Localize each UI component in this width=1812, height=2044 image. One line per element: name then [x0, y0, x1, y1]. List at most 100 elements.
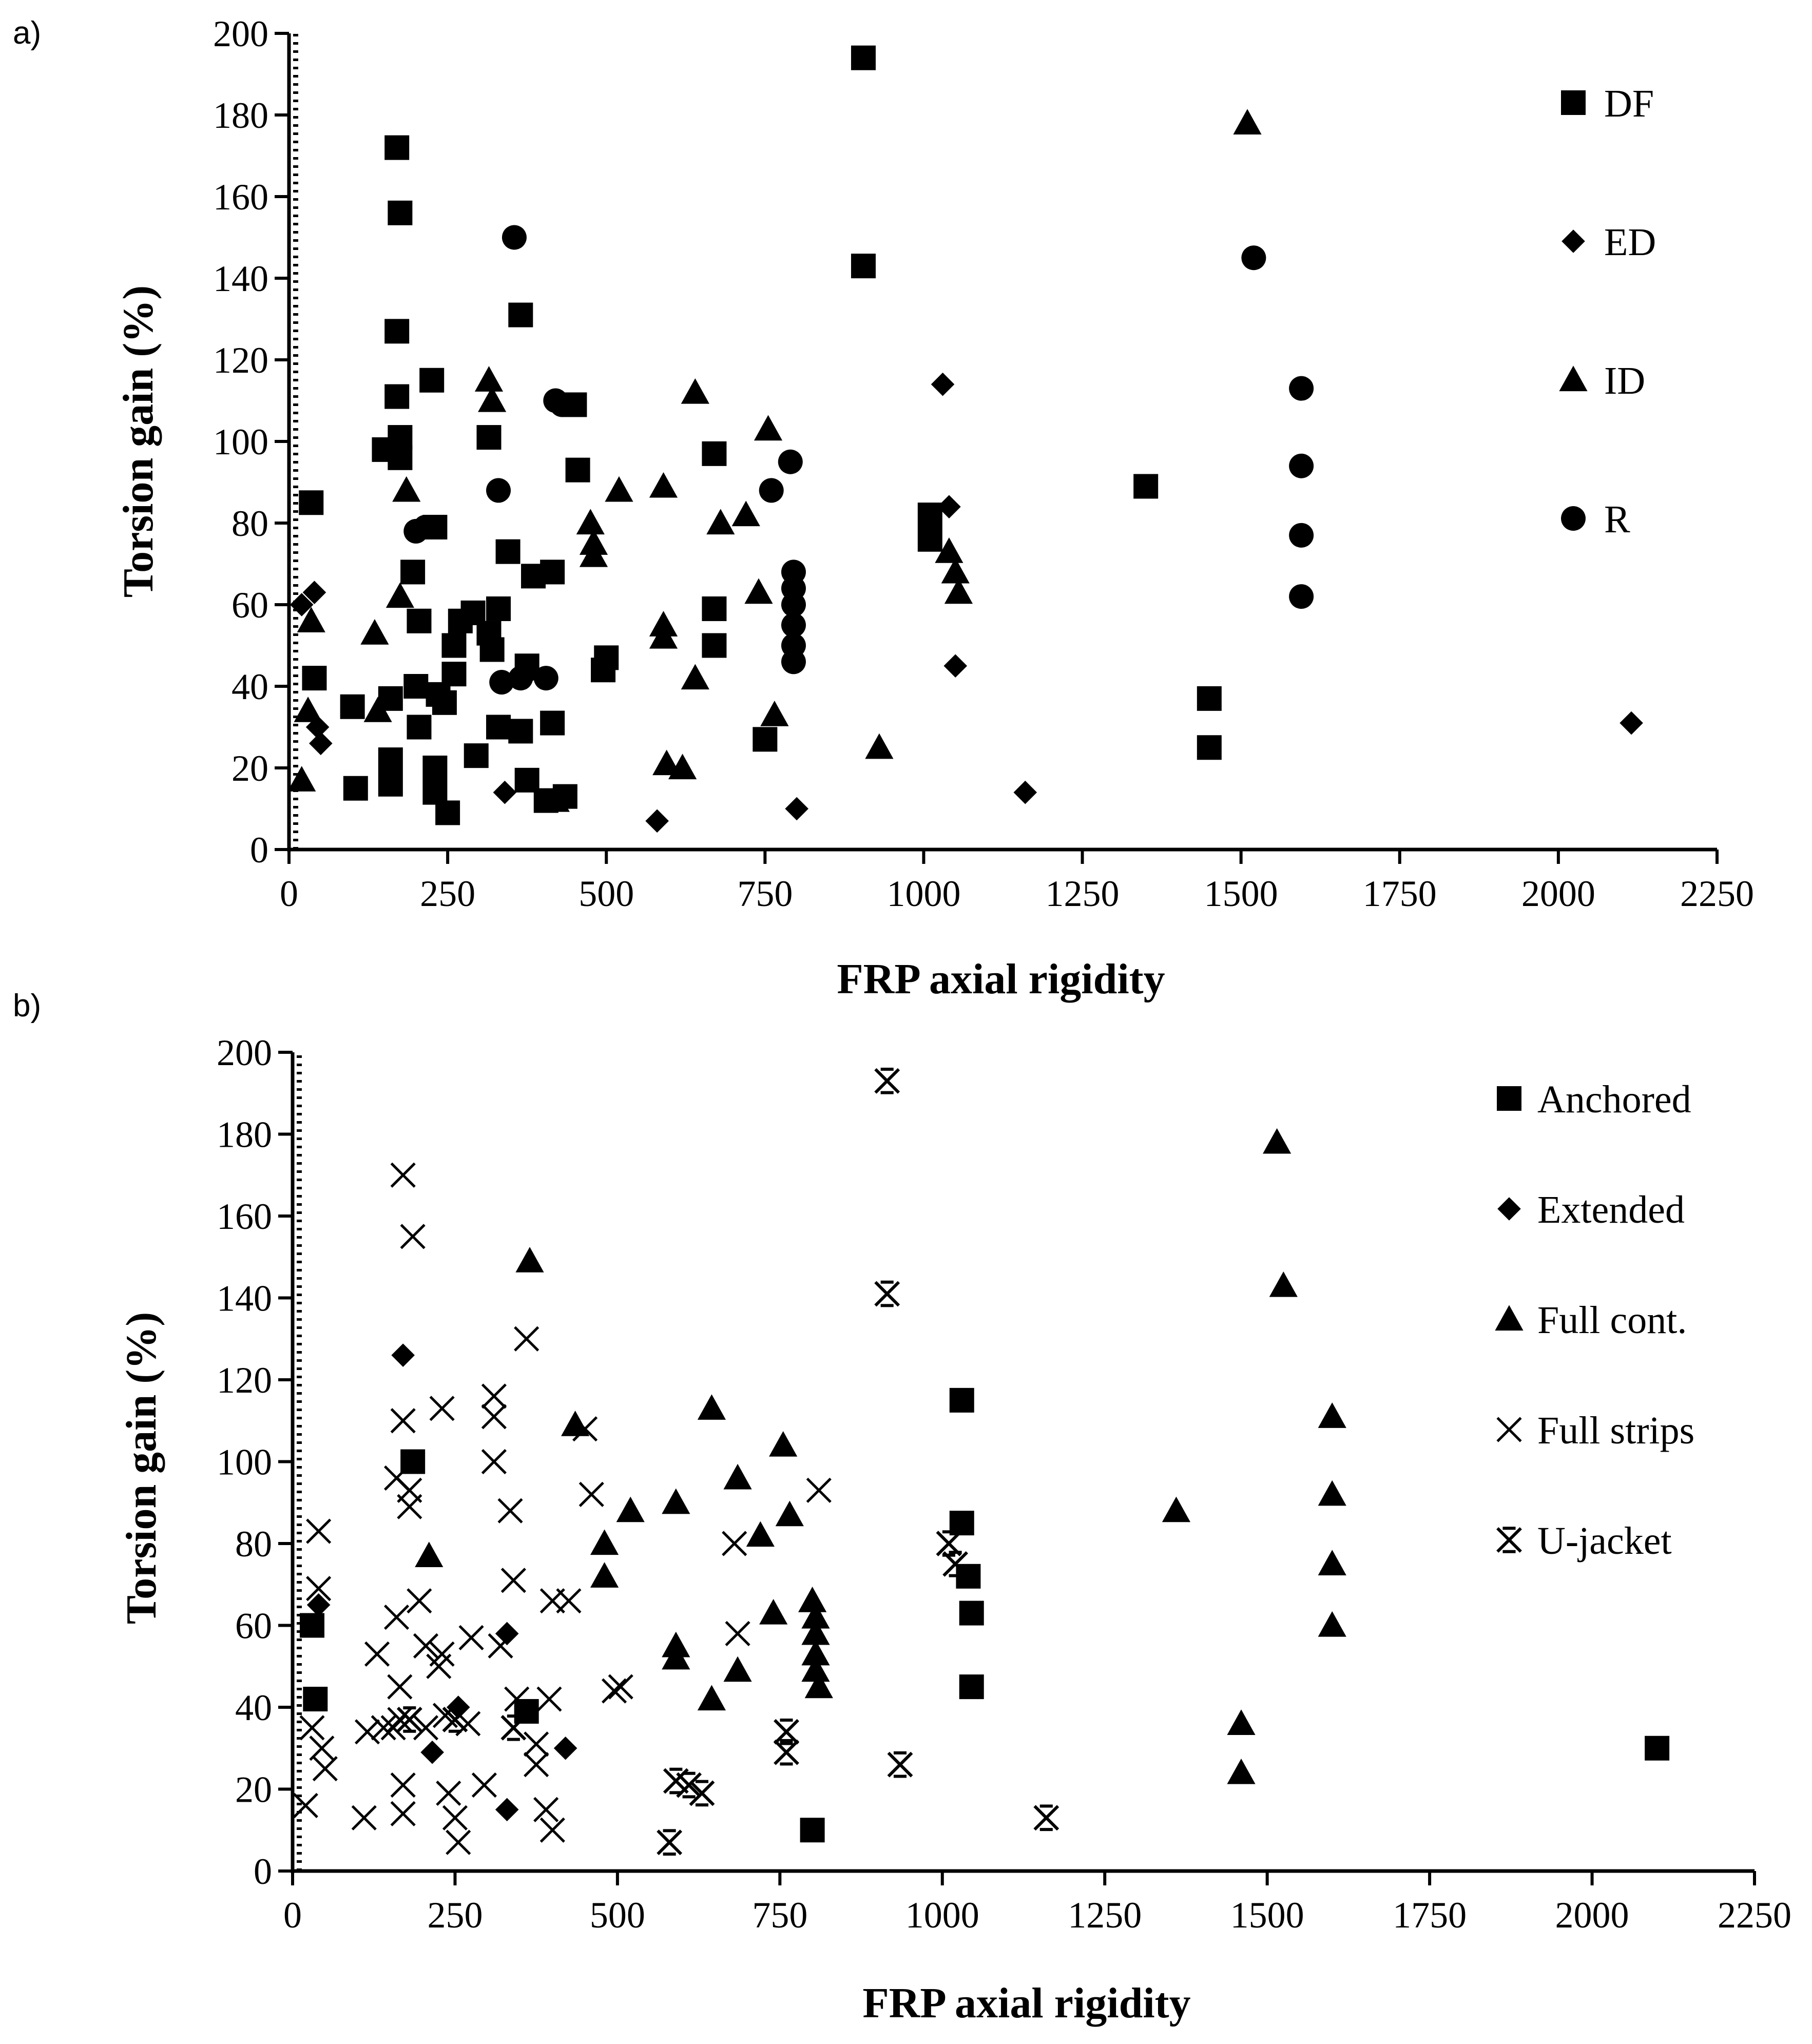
legend-marker-extended — [1497, 1197, 1521, 1221]
x-tick-label: 2250 — [1718, 1895, 1791, 1936]
point-id — [754, 415, 783, 441]
x-tick-label: 0 — [280, 873, 298, 914]
point-u-jacket — [774, 1739, 799, 1766]
point-full-cont — [1318, 1550, 1346, 1575]
point-df — [851, 254, 876, 279]
point-full-cont — [801, 1619, 830, 1645]
point-full-cont — [590, 1529, 619, 1555]
point-full-strips — [413, 1633, 439, 1659]
point-full-strips — [481, 1383, 507, 1409]
point-ed — [931, 372, 955, 396]
point-full-strips — [500, 1568, 526, 1593]
point-full-cont — [1269, 1271, 1298, 1297]
point-df — [540, 560, 565, 585]
point-u-jacket — [500, 1714, 527, 1741]
point-df — [388, 445, 413, 470]
y-tick-label: 160 — [213, 177, 268, 218]
y-tick-label: 180 — [217, 1114, 272, 1155]
panel-a-label: a) — [13, 15, 41, 51]
panel-a-ticks: 0 250 500 750 1000 1250 1500 1750 2000 2250 0 20 40 6… — [213, 13, 1754, 914]
panel-b-x-axis-label: FRP axial rigidity — [862, 1979, 1190, 2027]
point-full-strips — [497, 1498, 523, 1524]
x-tick-label: 750 — [737, 873, 793, 914]
point-full-strips — [436, 1780, 461, 1806]
x-tick-label: 1500 — [1204, 873, 1278, 914]
point-u-jacket — [936, 1530, 962, 1557]
point-full-strips — [504, 1686, 530, 1712]
point-full-cont — [662, 1644, 690, 1670]
point-full-strips — [471, 1772, 497, 1798]
point-df — [486, 596, 511, 621]
panel-a-y-axis-label: Torsion gain (%) — [114, 285, 162, 597]
point-full-strips — [387, 1674, 413, 1700]
point-full-strips — [306, 1518, 332, 1544]
point-r — [1241, 245, 1266, 271]
x-tick-label: 500 — [579, 873, 634, 914]
x-tick-label: 1000 — [905, 1895, 979, 1936]
panel-b-axes — [291, 1052, 1755, 1873]
point-ed — [1620, 711, 1643, 735]
point-full-cont — [1263, 1128, 1291, 1154]
point-full-strips — [608, 1674, 633, 1700]
point-extended — [553, 1736, 577, 1760]
point-full-strips — [514, 1326, 539, 1352]
point-full-strips — [309, 1736, 335, 1761]
point-df — [441, 662, 467, 687]
point-u-jacket — [774, 1719, 799, 1745]
point-r — [781, 649, 806, 674]
point-full-cont — [1318, 1611, 1346, 1637]
point-u-jacket — [689, 1780, 715, 1807]
point-full-cont — [1162, 1496, 1191, 1522]
point-u-jacket — [442, 1706, 468, 1733]
point-u-jacket — [657, 1829, 683, 1856]
legend-label-r: R — [1604, 498, 1630, 541]
legend-marker-full-cont — [1495, 1305, 1524, 1331]
x-tick-label: 1250 — [1068, 1895, 1142, 1936]
x-tick-label: 1500 — [1230, 1895, 1304, 1936]
point-full-cont — [769, 1431, 798, 1457]
point-df — [702, 441, 727, 466]
point-full-strips — [293, 1792, 318, 1818]
point-df — [441, 633, 467, 658]
point-ed — [645, 809, 669, 833]
y-tick-label: 100 — [213, 421, 268, 462]
point-df — [403, 674, 429, 699]
point-id — [668, 754, 697, 780]
point-extended — [420, 1740, 444, 1764]
point-anchored — [1645, 1736, 1670, 1761]
point-anchored — [800, 1818, 825, 1843]
legend-label-full-strips: Full strips — [1537, 1409, 1694, 1452]
panel-b-label: b) — [13, 988, 41, 1024]
point-id — [649, 623, 678, 649]
point-full-cont — [590, 1562, 619, 1588]
point-full-strips — [533, 1797, 559, 1822]
panel-b-y-axis-label: Torsion gain (%) — [118, 1312, 165, 1624]
point-full-strips — [524, 1752, 549, 1778]
point-id — [605, 476, 633, 502]
point-id — [474, 366, 504, 392]
point-full-strips — [390, 1408, 416, 1434]
point-df — [299, 490, 324, 515]
point-full-cont — [1227, 1709, 1256, 1735]
point-r — [778, 449, 803, 474]
point-extended — [495, 1798, 519, 1822]
point-df — [400, 560, 426, 585]
point-df — [435, 800, 460, 825]
x-tick-label: 750 — [752, 1895, 807, 1936]
point-df — [384, 319, 410, 344]
y-tick-label: 60 — [232, 585, 268, 626]
panel-b-legend: Anchored Extended Full cont. Full strips U-j… — [1495, 1078, 1694, 1563]
legend-label-ed: ED — [1604, 221, 1656, 264]
legend-marker-r — [1561, 506, 1586, 531]
x-tick-label: 0 — [283, 1895, 302, 1936]
panel-a-legend: DF ED ID R — [1559, 82, 1656, 541]
x-tick-label: 1000 — [886, 873, 960, 914]
point-ed — [1013, 780, 1037, 804]
x-tick-label: 2250 — [1680, 873, 1754, 914]
point-id — [360, 619, 389, 645]
point-full-strips — [390, 1801, 416, 1826]
y-tick-label: 80 — [235, 1524, 272, 1565]
point-df — [476, 425, 502, 450]
point-full-strips — [556, 1588, 582, 1614]
point-id — [681, 664, 709, 690]
